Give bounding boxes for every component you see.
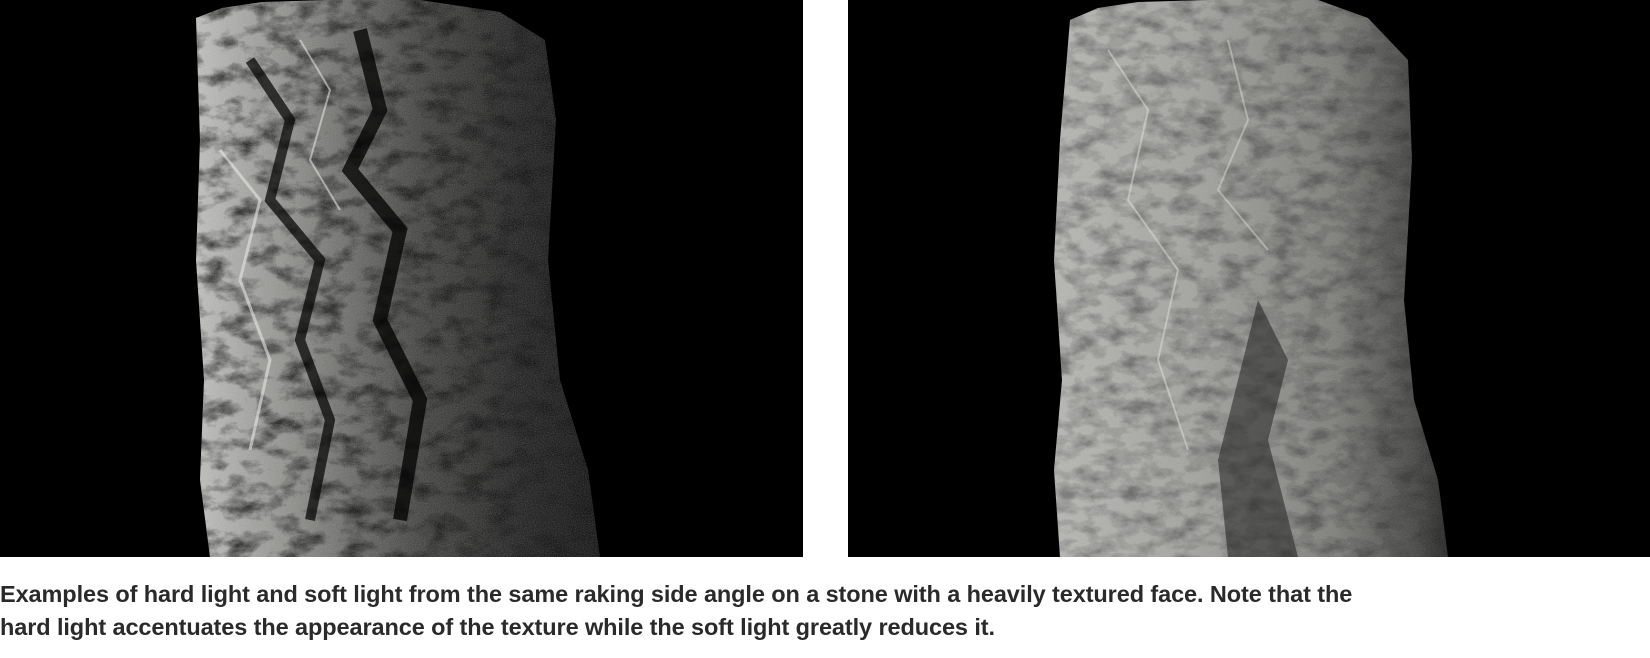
hard-light-stone-image [0,0,803,557]
caption-line-1: Examples of hard light and soft light fr… [0,581,1353,607]
soft-light-photo [848,0,1650,557]
soft-light-stone-image [848,0,1650,557]
figure-caption: Examples of hard light and soft light fr… [0,578,1560,644]
caption-line-2: hard light accentuates the appearance of… [0,614,995,640]
hard-light-photo [0,0,803,557]
